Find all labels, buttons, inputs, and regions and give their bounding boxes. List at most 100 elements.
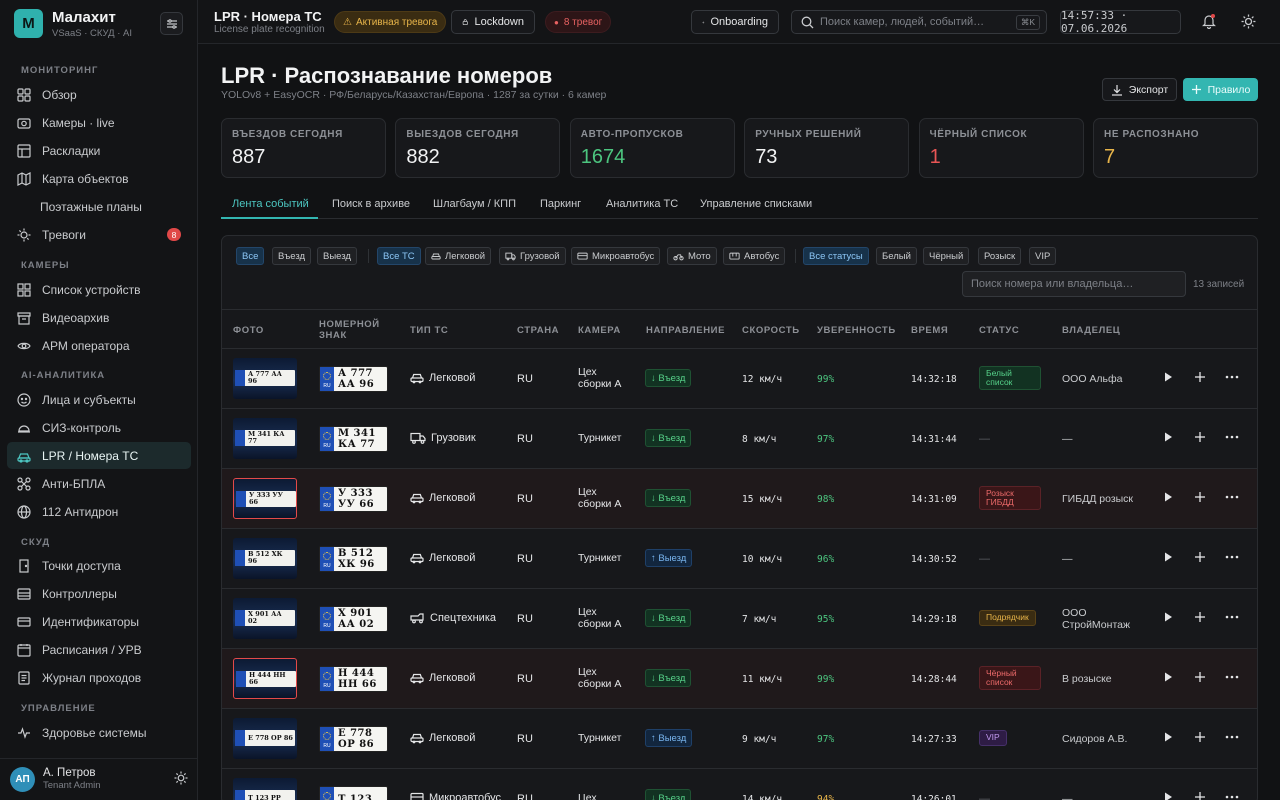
sidebar-item-controllers[interactable]: Контроллеры <box>7 580 191 607</box>
filter-status-black[interactable]: Чёрный <box>923 247 970 265</box>
play-icon[interactable] <box>1162 371 1174 383</box>
sidebar-item-video-archive[interactable]: Видеоархив <box>7 304 191 331</box>
vehicle-snapshot[interactable]: Т 123 РР <box>233 778 297 800</box>
play-icon[interactable] <box>1162 791 1174 800</box>
sidebar-item-overview[interactable]: Обзор <box>7 81 191 108</box>
nav-section-ai: AI-АНАЛИТИКА <box>21 370 106 381</box>
play-icon[interactable] <box>1162 551 1174 563</box>
more-icon[interactable] <box>1225 551 1239 563</box>
add-icon[interactable] <box>1194 731 1206 743</box>
add-icon[interactable] <box>1194 551 1206 563</box>
add-icon[interactable] <box>1194 791 1206 800</box>
add-rule-button[interactable]: Правило <box>1183 78 1258 101</box>
sidebar-collapse-button[interactable] <box>160 12 183 35</box>
export-button[interactable]: Экспорт <box>1102 78 1177 101</box>
user-profile[interactable]: АП А. Петров Tenant Admin <box>0 758 198 800</box>
theme-icon[interactable] <box>1241 14 1256 29</box>
more-icon[interactable] <box>1225 371 1239 383</box>
sidebar-item-device-list[interactable]: Список устройств <box>7 276 191 303</box>
table-row[interactable]: Е 778 ОР 86 RU Е 778 ОР 86 Легковой RU Ту… <box>222 709 1257 769</box>
sidebar-item-layouts[interactable]: Раскладки <box>7 137 191 164</box>
filter-dir-all[interactable]: Все <box>236 247 265 265</box>
vehicle-snapshot[interactable]: Е 778 ОР 86 <box>233 718 297 759</box>
sidebar-item-passage-journal[interactable]: Журнал проходов <box>7 664 191 691</box>
tab-list-management[interactable]: Управление списками <box>700 198 813 210</box>
sidebar-item-lpr[interactable]: LPR / Номера ТС <box>7 442 191 469</box>
plate-search-input[interactable] <box>962 271 1186 297</box>
add-icon[interactable] <box>1194 671 1206 683</box>
play-icon[interactable] <box>1162 731 1174 743</box>
global-search-input[interactable] <box>820 14 1010 30</box>
more-icon[interactable] <box>1225 431 1239 443</box>
tab-event-feed[interactable]: Лента событий <box>221 191 318 219</box>
notifications-icon[interactable] <box>1201 13 1217 29</box>
more-icon[interactable] <box>1225 731 1239 743</box>
theme-toggle-icon[interactable] <box>174 771 188 785</box>
filter-vehicle-bus[interactable]: Автобус <box>723 247 786 265</box>
more-icon[interactable] <box>1225 791 1239 800</box>
table-row[interactable]: У 333 УУ 66 RU У 333 УУ 66 Легковой RU Це… <box>222 469 1257 529</box>
alarms-count-badge[interactable]: ● 8 тревог <box>545 11 612 33</box>
tab-barrier-checkpoint[interactable]: Шлагбаум / КПП <box>433 198 516 210</box>
active-alert-badge[interactable]: ⚠ Активная тревога <box>334 11 447 33</box>
table-row[interactable]: В 512 ХК 96 RU В 512 ХК 96 Легковой RU Ту… <box>222 529 1257 589</box>
vehicle-snapshot[interactable]: А 777 АА 96 <box>233 358 297 399</box>
add-icon[interactable] <box>1194 371 1206 383</box>
filter-vehicle-car[interactable]: Легковой <box>425 247 492 265</box>
vehicle-snapshot[interactable]: У 333 УУ 66 <box>233 478 297 519</box>
sidebar-item-faces[interactable]: Лица и субъекты <box>7 386 191 413</box>
direction-badge: ↓ Въезд <box>645 369 692 387</box>
direction-badge: ↑ Выезд <box>645 729 693 747</box>
table-row[interactable]: А 777 АА 96 RU А 777 АА 96 Легковой RU Це… <box>222 349 1257 409</box>
sidebar-item-floor-plans[interactable]: Поэтажные планы <box>7 193 191 220</box>
filter-vehicle-all[interactable]: Все ТС <box>377 247 421 265</box>
sidebar-item-alarms[interactable]: Тревоги 8 <box>7 221 191 248</box>
play-icon[interactable] <box>1162 431 1174 443</box>
sidebar-item-schedules[interactable]: Расписания / УРВ <box>7 636 191 663</box>
lockdown-button[interactable]: Lockdown <box>451 10 535 34</box>
sidebar-item-system-health[interactable]: Здоровье системы <box>7 719 191 746</box>
car-icon <box>410 673 424 684</box>
vehicle-snapshot[interactable]: Н 444 НН 66 <box>233 658 297 699</box>
table-row[interactable]: Х 901 АА 02 RU Х 901 АА 02 Спецтехника RU… <box>222 589 1257 649</box>
filter-vehicle-minibus[interactable]: Микроавтобус <box>571 247 661 265</box>
global-search[interactable]: ⌘K <box>791 10 1047 34</box>
sidebar-item-identifiers[interactable]: Идентификаторы <box>7 608 191 635</box>
tab-archive-search[interactable]: Поиск в архиве <box>332 198 411 210</box>
filter-status-all[interactable]: Все статусы <box>803 247 869 265</box>
status-badge: Чёрный список <box>979 666 1041 690</box>
vehicle-snapshot[interactable]: В 512 ХК 96 <box>233 538 297 579</box>
add-icon[interactable] <box>1194 491 1206 503</box>
vehicle-snapshot[interactable]: М 341 КА 77 <box>233 418 297 459</box>
more-icon[interactable] <box>1225 491 1239 503</box>
sidebar-item-object-map[interactable]: Карта объектов <box>7 165 191 192</box>
filter-dir-in[interactable]: Въезд <box>272 247 312 265</box>
play-icon[interactable] <box>1162 671 1174 683</box>
table-row[interactable]: Т 123 РР RU Т 123 Микроавтобус RU Цех ↓ … <box>222 769 1257 800</box>
filter-status-wanted[interactable]: Розыск <box>978 247 1022 265</box>
filter-status-white[interactable]: Белый <box>876 247 917 265</box>
onboarding-button[interactable]: Onboarding <box>691 10 779 34</box>
filter-vehicle-moto[interactable]: Мото <box>667 247 717 265</box>
more-icon[interactable] <box>1225 671 1239 683</box>
sidebar-item-cameras-live[interactable]: Камеры · live <box>7 109 191 136</box>
play-icon[interactable] <box>1162 611 1174 623</box>
filter-vehicle-truck[interactable]: Грузовой <box>499 247 566 265</box>
sidebar-item-112-antidrone[interactable]: 112 Антидрон <box>7 498 191 525</box>
tab-vehicle-analytics[interactable]: Аналитика ТС <box>606 198 679 210</box>
sidebar-item-anti-drone[interactable]: Анти-БПЛА <box>7 470 191 497</box>
add-icon[interactable] <box>1194 431 1206 443</box>
table-row[interactable]: Н 444 НН 66 RU Н 444 НН 66 Легковой RU Це… <box>222 649 1257 709</box>
sidebar-item-operator-station[interactable]: АРМ оператора <box>7 332 191 359</box>
play-icon[interactable] <box>1162 491 1174 503</box>
vehicle-snapshot[interactable]: Х 901 АА 02 <box>233 598 297 639</box>
filter-status-vip[interactable]: VIP <box>1029 247 1057 265</box>
tab-parking[interactable]: Паркинг <box>540 198 582 210</box>
car-icon <box>410 733 424 744</box>
add-icon[interactable] <box>1194 611 1206 623</box>
sidebar-item-ppe-control[interactable]: СИЗ-контроль <box>7 414 191 441</box>
sidebar-item-access-points[interactable]: Точки доступа <box>7 552 191 579</box>
table-row[interactable]: М 341 КА 77 RU М 341 КА 77 Грузовик RU Ту… <box>222 409 1257 469</box>
more-icon[interactable] <box>1225 611 1239 623</box>
filter-dir-out[interactable]: Выезд <box>317 247 357 265</box>
